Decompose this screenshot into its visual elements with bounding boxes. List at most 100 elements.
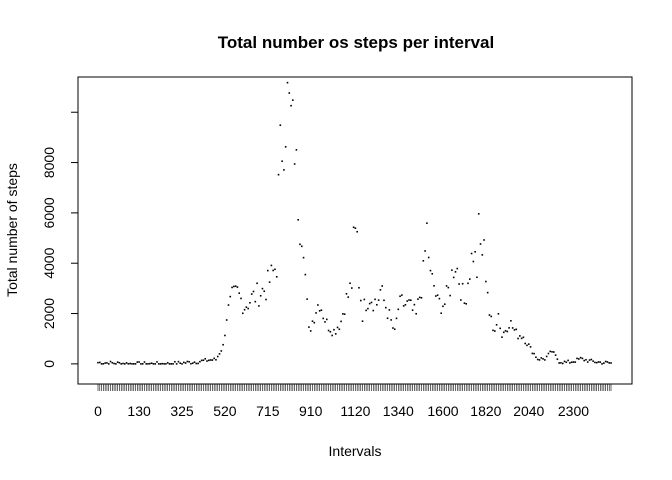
data-point bbox=[222, 343, 224, 346]
data-point bbox=[567, 359, 569, 362]
y-axis-label: Total number of steps bbox=[4, 163, 20, 297]
data-points bbox=[97, 81, 612, 365]
data-point bbox=[501, 336, 503, 338]
data-point bbox=[331, 334, 333, 337]
data-point bbox=[404, 303, 407, 306]
data-point bbox=[585, 358, 587, 361]
data-point bbox=[495, 324, 498, 326]
data-point bbox=[272, 269, 274, 272]
data-point bbox=[163, 363, 165, 365]
data-point bbox=[558, 362, 560, 364]
data-point bbox=[397, 308, 400, 311]
data-point bbox=[200, 359, 203, 362]
data-point bbox=[188, 360, 190, 363]
data-point bbox=[279, 124, 282, 127]
data-point bbox=[288, 92, 291, 94]
data-point bbox=[125, 362, 128, 364]
data-point bbox=[104, 362, 106, 364]
data-point bbox=[342, 313, 344, 315]
data-point bbox=[351, 287, 353, 289]
data-point bbox=[100, 363, 103, 365]
data-point bbox=[97, 361, 99, 364]
data-point bbox=[322, 317, 325, 320]
data-point bbox=[485, 280, 487, 283]
data-point bbox=[311, 320, 314, 322]
data-point bbox=[243, 308, 246, 311]
data-point bbox=[451, 269, 453, 271]
data-point bbox=[386, 317, 389, 320]
data-point bbox=[136, 361, 139, 363]
data-point bbox=[229, 295, 232, 298]
data-point bbox=[458, 283, 460, 285]
data-point bbox=[470, 252, 473, 255]
data-point bbox=[402, 305, 405, 307]
data-point bbox=[431, 272, 434, 275]
data-point bbox=[277, 173, 280, 176]
data-point bbox=[236, 286, 239, 288]
data-point bbox=[381, 285, 384, 287]
data-point bbox=[499, 327, 501, 330]
data-point bbox=[334, 333, 337, 335]
data-point bbox=[569, 362, 571, 364]
data-point bbox=[106, 362, 108, 364]
data-point bbox=[483, 239, 485, 241]
data-point bbox=[132, 363, 135, 365]
data-point bbox=[436, 294, 439, 296]
data-point bbox=[267, 269, 269, 272]
data-point bbox=[225, 319, 228, 321]
data-point bbox=[586, 361, 589, 363]
data-point bbox=[429, 269, 432, 272]
data-point bbox=[472, 260, 475, 263]
data-point bbox=[504, 329, 507, 332]
data-point bbox=[468, 278, 471, 280]
x-axis-label: Intervals bbox=[329, 443, 382, 459]
data-point bbox=[154, 363, 156, 365]
data-point bbox=[435, 295, 437, 297]
data-point bbox=[347, 296, 350, 298]
data-point bbox=[233, 285, 235, 288]
data-point bbox=[122, 362, 124, 365]
data-point bbox=[138, 361, 140, 363]
chart-title: Total number os steps per interval bbox=[218, 33, 494, 52]
data-point bbox=[165, 363, 167, 365]
data-point bbox=[263, 290, 266, 293]
data-point bbox=[442, 305, 444, 308]
data-point bbox=[460, 299, 462, 301]
data-point bbox=[181, 363, 183, 365]
data-point bbox=[610, 362, 612, 364]
data-point bbox=[536, 358, 539, 361]
data-point bbox=[317, 304, 319, 306]
data-point bbox=[574, 361, 577, 363]
data-point bbox=[365, 309, 367, 312]
data-point bbox=[544, 359, 546, 361]
data-point bbox=[588, 359, 591, 361]
data-point bbox=[134, 363, 137, 365]
data-point bbox=[440, 312, 442, 315]
data-point bbox=[554, 354, 557, 356]
data-point bbox=[309, 330, 312, 332]
data-point bbox=[295, 149, 298, 151]
data-point bbox=[190, 362, 192, 365]
data-point bbox=[152, 363, 155, 365]
data-point bbox=[529, 346, 532, 348]
data-point bbox=[595, 361, 598, 364]
data-point bbox=[506, 330, 509, 333]
data-point bbox=[549, 350, 552, 353]
data-point bbox=[433, 285, 435, 287]
data-point bbox=[250, 293, 253, 295]
data-point bbox=[511, 327, 514, 329]
data-point bbox=[422, 260, 425, 262]
x-tick-label: 2040 bbox=[513, 403, 544, 419]
data-point bbox=[300, 245, 303, 248]
data-point bbox=[290, 104, 292, 107]
data-point bbox=[315, 312, 317, 314]
data-point bbox=[488, 314, 491, 316]
data-point bbox=[325, 318, 328, 321]
x-tick-label: 0 bbox=[94, 403, 102, 419]
data-point bbox=[392, 327, 394, 329]
data-point bbox=[411, 309, 414, 311]
x-axis: 0 130 325 520 715 910 1120 1340 1600 1820 2040 2300 bbox=[94, 383, 612, 419]
data-point bbox=[358, 286, 360, 289]
data-point bbox=[286, 81, 289, 84]
